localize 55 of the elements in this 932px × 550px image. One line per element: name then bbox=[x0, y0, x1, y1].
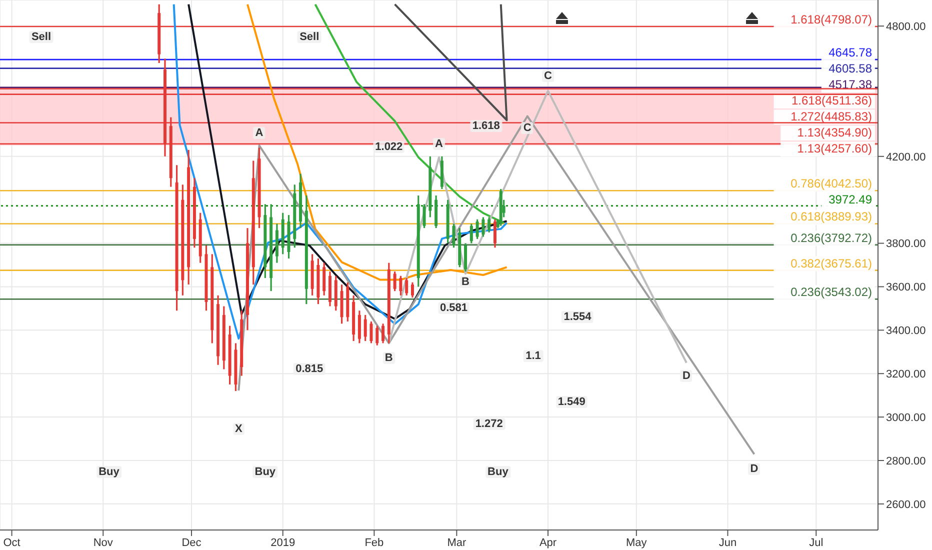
annotation: D bbox=[680, 370, 692, 382]
annotation: 0.581 bbox=[438, 302, 470, 314]
ref-line-label: 1.272(4485.83) bbox=[790, 110, 872, 124]
ref-line-label: 1.13(4257.60) bbox=[797, 142, 872, 156]
annotation: Sell bbox=[298, 30, 322, 43]
ref-line-label: 1.618(4511.36) bbox=[791, 94, 872, 108]
y-tick-label: 3200.00 bbox=[886, 368, 926, 381]
ref-line-label: 4605.58 bbox=[828, 62, 872, 76]
annotation: Buy bbox=[486, 466, 510, 478]
annotation: 1.554 bbox=[562, 311, 594, 324]
annotation: 1.549 bbox=[556, 396, 588, 408]
ref-line-label: 0.618(3889.93) bbox=[790, 210, 872, 224]
annotation: A bbox=[253, 126, 266, 139]
x-tick-label: May bbox=[626, 536, 648, 549]
annotation: A bbox=[433, 138, 445, 150]
y-tick-label: 4200.00 bbox=[886, 151, 926, 164]
ref-line-label: 3972.49 bbox=[828, 192, 872, 207]
y-tick-label: 3600.00 bbox=[886, 282, 926, 294]
ref-line-label: 4645.78 bbox=[828, 46, 872, 60]
annotation: C bbox=[521, 122, 534, 134]
y-tick-label: 4800.00 bbox=[886, 20, 926, 33]
y-tick-label: 3800.00 bbox=[886, 238, 926, 250]
annotation: Buy bbox=[96, 466, 122, 478]
y-tick-label: 2800.00 bbox=[886, 455, 926, 468]
annotation: Buy bbox=[252, 466, 278, 478]
ref-line-label: 1.13(4354.90) bbox=[797, 126, 872, 140]
x-tick-label: Jun bbox=[718, 536, 737, 549]
annotation: B bbox=[382, 352, 395, 364]
y-tick-label: 3400.00 bbox=[886, 325, 926, 338]
x-tick-label: Feb bbox=[364, 536, 384, 549]
x-tick-label: 2019 bbox=[270, 536, 296, 549]
annotation: 1.272 bbox=[473, 418, 505, 430]
ref-line-label: 0.786(4042.50) bbox=[790, 176, 872, 191]
ref-line-label: 1.618(4798.07) bbox=[790, 12, 872, 26]
ref-line-label: 0.236(3543.02) bbox=[790, 285, 872, 300]
ref-line-label: 4517.38 bbox=[828, 78, 872, 92]
annotation: 1.022 bbox=[373, 141, 405, 154]
annotation: B bbox=[460, 276, 472, 288]
annotation: Sell bbox=[29, 30, 54, 43]
x-tick-label: Nov bbox=[93, 536, 114, 549]
annotation: D bbox=[748, 462, 760, 475]
x-tick-label: Dec bbox=[182, 536, 202, 549]
x-tick-label: Mar bbox=[447, 536, 466, 549]
annotation: 1.1 bbox=[524, 350, 543, 362]
ref-line-label: 0.382(3675.61) bbox=[790, 256, 872, 270]
y-tick-label: 3000.00 bbox=[886, 412, 926, 424]
y-tick-label: 2600.00 bbox=[886, 498, 926, 511]
annotation: 1.618 bbox=[470, 120, 502, 132]
annotation: 0.815 bbox=[294, 362, 326, 375]
x-tick-label: Apr bbox=[539, 536, 557, 549]
annotation: C bbox=[542, 70, 554, 82]
ref-line-label: 0.236(3792.72) bbox=[790, 230, 872, 245]
x-tick-label: Jul bbox=[809, 536, 824, 549]
annotation: X bbox=[232, 422, 244, 435]
x-tick-label: Oct bbox=[3, 536, 20, 549]
